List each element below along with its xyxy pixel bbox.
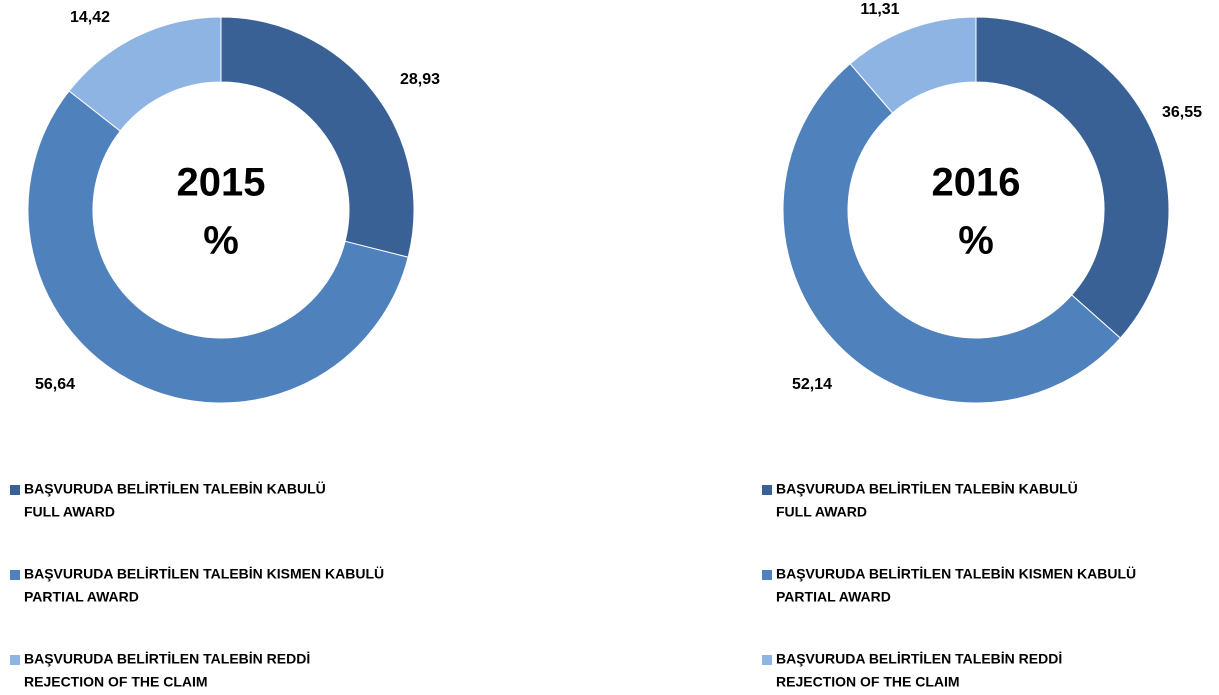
donut-slice	[220, 16, 415, 258]
legend-swatch	[762, 655, 772, 665]
legend-label-en: REJECTION OF THE CLAIM	[24, 674, 208, 690]
center-title: 2016	[932, 161, 1021, 205]
data-label: 52,14	[792, 376, 832, 393]
legend-label-en: FULL AWARD	[776, 504, 867, 520]
center-subtitle: %	[958, 219, 994, 263]
donut-slice	[849, 16, 977, 114]
legend-label: BAŞVURUDA BELİRTİLEN TALEBİN REDDİ	[776, 651, 1062, 667]
legend-label-en: PARTIAL AWARD	[24, 589, 139, 605]
donut-slice	[782, 63, 1122, 404]
legend-label: BAŞVURUDA BELİRTİLEN TALEBİN KISMEN KABU…	[776, 566, 1136, 582]
data-label: 11,31	[860, 1, 899, 18]
legend-swatch	[762, 485, 772, 495]
donut-slice	[68, 16, 222, 132]
legend-swatch	[10, 655, 20, 665]
donut-slice	[975, 16, 1170, 339]
legend-label-en: PARTIAL AWARD	[776, 589, 891, 605]
donut-slice	[27, 90, 409, 404]
center-title: 2015	[177, 161, 266, 205]
data-label: 28,93	[400, 71, 440, 88]
legend-label: BAŞVURUDA BELİRTİLEN TALEBİN REDDİ	[24, 651, 310, 667]
legend-label: BAŞVURUDA BELİRTİLEN TALEBİN KISMEN KABU…	[24, 566, 384, 582]
legend-swatch	[10, 485, 20, 495]
legend-swatch	[762, 570, 772, 580]
data-label: 14,42	[70, 9, 110, 26]
data-label: 56,64	[35, 376, 75, 393]
legend-label-en: FULL AWARD	[24, 504, 115, 520]
data-label: 36,55	[1162, 104, 1202, 121]
legend-swatch	[10, 570, 20, 580]
legend-label: BAŞVURUDA BELİRTİLEN TALEBİN KABULÜ	[776, 481, 1078, 497]
legend-label-en: REJECTION OF THE CLAIM	[776, 674, 960, 690]
legend-label: BAŞVURUDA BELİRTİLEN TALEBİN KABULÜ	[24, 481, 326, 497]
center-subtitle: %	[203, 219, 239, 263]
